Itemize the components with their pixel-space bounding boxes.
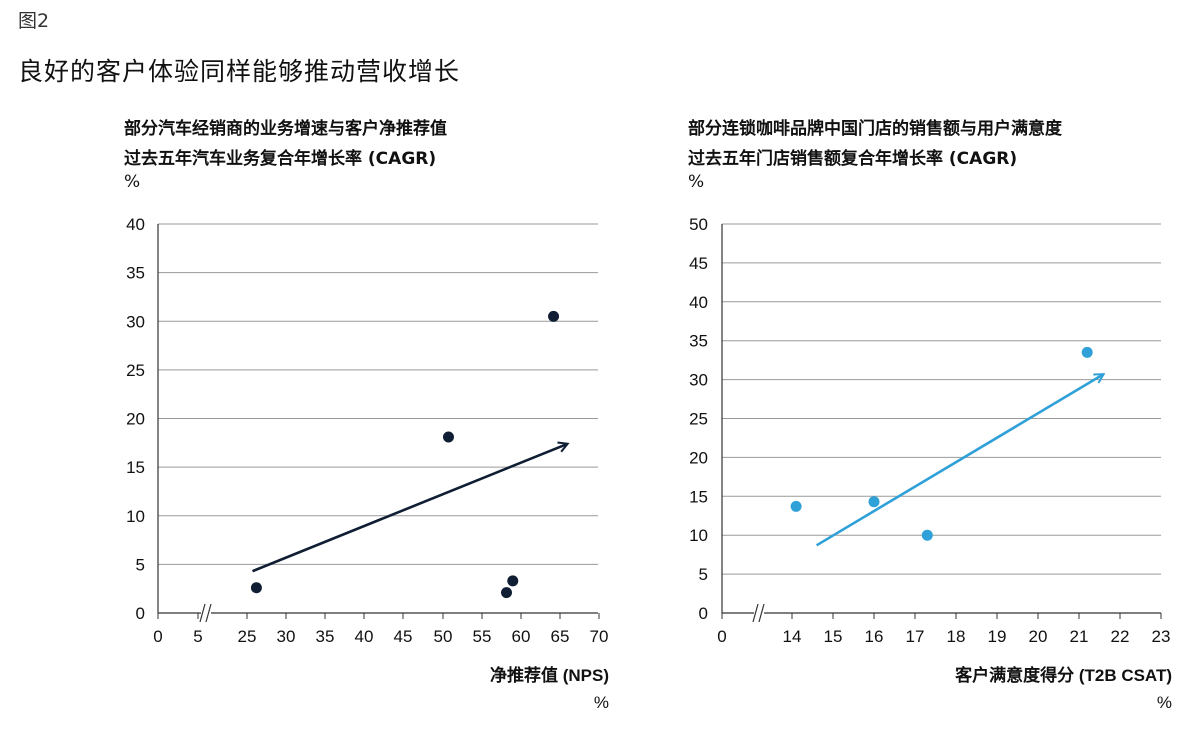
c1-y-tick-label: 40 bbox=[126, 215, 145, 234]
c1-x-tick-label: 35 bbox=[316, 627, 335, 646]
c1-trend-arrow bbox=[252, 444, 567, 573]
c2-y-tick-label: 35 bbox=[689, 332, 708, 351]
c2-data-point bbox=[1081, 346, 1093, 358]
c1-y-tick-label: 30 bbox=[126, 312, 145, 331]
c2-y-tick-label: 5 bbox=[699, 565, 708, 584]
c1-x-tick-label: 60 bbox=[512, 627, 531, 646]
c1-x-tick-label: 0 bbox=[153, 627, 162, 646]
c1-x-tick-label: 45 bbox=[394, 627, 413, 646]
c1-x-tick-label: 55 bbox=[473, 627, 492, 646]
c1-x-tick-label: 40 bbox=[355, 627, 374, 646]
c1-x-tick-label: 5 bbox=[193, 627, 202, 646]
chart1-x-unit: % bbox=[594, 693, 609, 712]
chart1-title: 部分汽车经销商的业务增速与客户净推荐值 bbox=[124, 119, 447, 139]
c2-data-point bbox=[868, 496, 880, 508]
c2-x-tick-label: 14 bbox=[783, 627, 802, 646]
c2-axis-break-mark bbox=[752, 603, 759, 623]
c1-x-tick-label: 65 bbox=[551, 627, 570, 646]
chart2-x-unit: % bbox=[1157, 693, 1172, 712]
chart2-trend bbox=[815, 373, 1104, 547]
c2-x-tick-label: 22 bbox=[1111, 627, 1130, 646]
c1-x-tick-label: 70 bbox=[590, 627, 609, 646]
c1-y-tick-label: 5 bbox=[136, 555, 145, 574]
c2-x-tick-label: 16 bbox=[865, 627, 884, 646]
chart2-axes bbox=[721, 224, 1162, 623]
c2-x-tick-label: 23 bbox=[1152, 627, 1171, 646]
c2-x-tick-label: 21 bbox=[1070, 627, 1089, 646]
c2-y-tick-label: 20 bbox=[689, 448, 708, 467]
chart1-x-tick-labels: 0 5 25 30 35 40 45 50 55 60 65 70 bbox=[153, 627, 608, 646]
c2-x-tick-label: 15 bbox=[824, 627, 843, 646]
c2-trend-arrow bbox=[815, 373, 1104, 547]
chart2-points bbox=[790, 346, 1093, 541]
chart2-title-block: 部分连锁咖啡品牌中国门店的销售额与用户满意度 过去五年门店销售额复合年增长率 (… bbox=[688, 114, 1062, 174]
chart2-x-axis-label: 客户满意度得分 (T2B CSAT) bbox=[954, 665, 1172, 685]
c2-y-tick-label: 40 bbox=[689, 293, 708, 312]
c2-y-tick-label: 25 bbox=[689, 410, 708, 429]
c1-x-tick-label: 25 bbox=[238, 627, 257, 646]
c1-data-point bbox=[548, 310, 560, 322]
c2-y-tick-label: 15 bbox=[689, 487, 708, 506]
c1-y-tick-label: 10 bbox=[126, 507, 145, 526]
c2-x-tick-label: 19 bbox=[988, 627, 1007, 646]
chart1-x-axis-label: 净推荐值 (NPS) bbox=[490, 665, 609, 685]
c2-x-tick-label: 17 bbox=[906, 627, 925, 646]
page-title: 良好的客户体验同样能够推动营收增长 bbox=[18, 57, 461, 86]
c2-y-tick-label: 30 bbox=[689, 371, 708, 390]
c1-data-point bbox=[501, 587, 513, 599]
chart1-axes bbox=[157, 224, 600, 623]
c2-x-tick-label: 18 bbox=[947, 627, 966, 646]
c1-y-tick-label: 15 bbox=[126, 458, 145, 477]
c2-y-tick-label: 50 bbox=[689, 215, 708, 234]
chart1-subtitle: 过去五年汽车业务复合年增长率 (CAGR) bbox=[124, 149, 437, 169]
c2-axis-break-gap bbox=[754, 610, 764, 616]
c2-y-tick-label: 10 bbox=[689, 526, 708, 545]
chart1-gridlines bbox=[158, 223, 598, 565]
chart2-gridlines bbox=[722, 223, 1161, 575]
chart2: 0 5 10 15 20 25 30 35 40 45 50 0 14 15 16 17 18 19 20 21 22… bbox=[689, 215, 1172, 712]
c1-axis-break-gap bbox=[201, 610, 211, 616]
chart2-y-unit: % bbox=[688, 172, 705, 192]
c2-y-tick-label: 0 bbox=[699, 604, 708, 623]
c1-x-tick-label: 50 bbox=[434, 627, 453, 646]
figure-label: 图2 bbox=[18, 10, 50, 32]
chart1-trend bbox=[252, 444, 567, 573]
c1-y-tick-label: 25 bbox=[126, 361, 145, 380]
c1-axis-break-mark bbox=[205, 603, 212, 623]
chart2-y-tick-labels: 0 5 10 15 20 25 30 35 40 45 50 bbox=[689, 215, 708, 623]
c1-x-tick-label: 30 bbox=[277, 627, 296, 646]
chart2-title: 部分连锁咖啡品牌中国门店的销售额与用户满意度 bbox=[688, 119, 1062, 139]
c2-data-point bbox=[790, 500, 802, 512]
chart1-y-tick-labels: 0 5 10 15 20 25 30 35 40 bbox=[126, 215, 145, 623]
c1-y-tick-label: 35 bbox=[126, 264, 145, 283]
c2-x-tick-label: 0 bbox=[717, 627, 726, 646]
chart1-y-unit: % bbox=[124, 172, 141, 192]
chart2-x-tick-labels: 0 14 15 16 17 18 19 20 21 22 23 bbox=[717, 627, 1170, 646]
c1-data-point bbox=[507, 575, 519, 587]
c1-y-tick-label: 0 bbox=[136, 604, 145, 623]
c2-y-tick-label: 45 bbox=[689, 254, 708, 273]
c1-y-tick-label: 20 bbox=[126, 410, 145, 429]
c2-axis-break-mark bbox=[758, 603, 765, 623]
c2-data-point bbox=[921, 529, 933, 541]
c1-axis-break-mark bbox=[199, 603, 206, 623]
c2-x-tick-label: 20 bbox=[1029, 627, 1048, 646]
chart1-points bbox=[250, 310, 560, 599]
c1-data-point bbox=[442, 431, 454, 443]
c1-data-point bbox=[250, 582, 262, 594]
chart1-title-block: 部分汽车经销商的业务增速与客户净推荐值 过去五年汽车业务复合年增长率 (CAGR… bbox=[124, 114, 447, 174]
chart2-subtitle: 过去五年门店销售额复合年增长率 (CAGR) bbox=[688, 149, 1018, 169]
